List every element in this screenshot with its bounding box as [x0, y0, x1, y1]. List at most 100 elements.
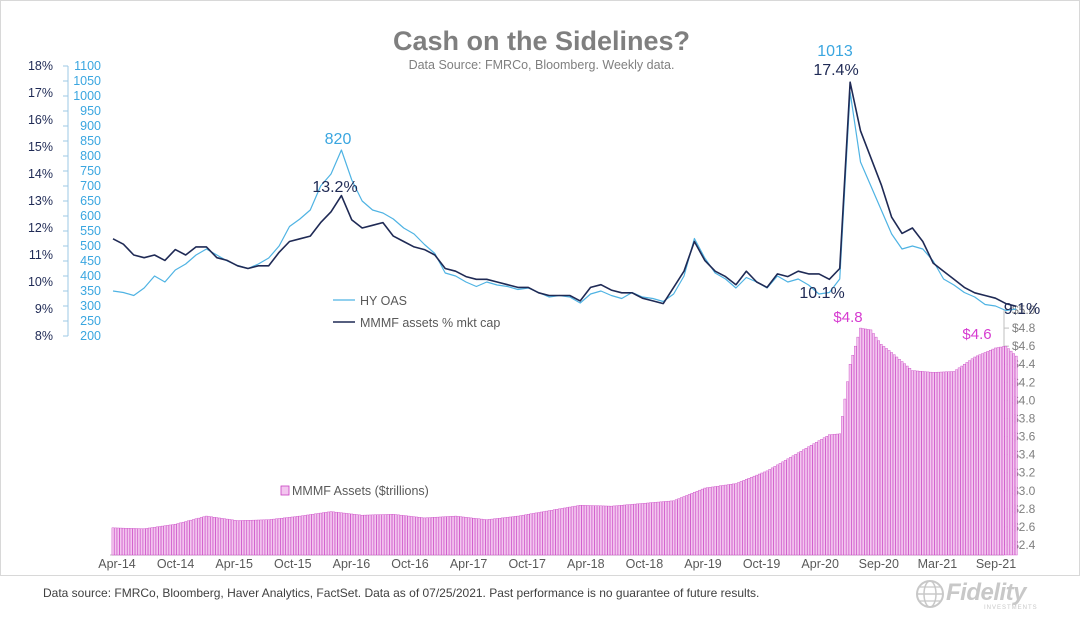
bar-mmmf-assets	[625, 504, 629, 556]
bar-mmmf-assets	[127, 528, 130, 556]
y-tick-bps: 350	[80, 284, 101, 298]
bar-mmmf-assets	[981, 353, 984, 556]
y-tick-pct: 13%	[28, 194, 53, 208]
bar-mmmf-assets	[212, 517, 216, 556]
bar-mmmf-assets	[913, 370, 917, 556]
bar-mmmf-assets	[394, 514, 398, 556]
bar-mmmf-assets	[355, 514, 359, 556]
bar-mmmf-assets	[615, 505, 618, 556]
bar-mmmf-assets	[532, 513, 535, 556]
bar-mmmf-assets	[576, 505, 579, 556]
bar-mmmf-assets	[965, 362, 969, 556]
bar-mmmf-assets	[589, 505, 592, 556]
bar-mmmf-assets	[737, 482, 740, 556]
y-tick-pct: 15%	[28, 140, 53, 154]
bar-mmmf-assets	[607, 505, 611, 556]
bar-mmmf-assets	[420, 517, 424, 556]
chart-title: Cash on the Sidelines?	[392, 26, 691, 56]
bar-mmmf-assets	[161, 525, 164, 556]
bar-mmmf-assets	[529, 513, 533, 556]
bar-mmmf-assets	[604, 505, 608, 556]
bar-mmmf-assets	[581, 505, 585, 556]
bar-mmmf-assets	[1001, 346, 1005, 556]
bar-mmmf-assets	[654, 502, 657, 556]
bar-mmmf-assets	[526, 514, 530, 556]
bar-mmmf-assets	[358, 514, 361, 556]
bar-mmmf-assets	[571, 506, 574, 556]
bar-mmmf-assets	[353, 514, 356, 556]
bar-mmmf-assets	[306, 514, 309, 556]
bar-mmmf-assets	[552, 509, 556, 556]
y-tick-bps: 300	[80, 299, 101, 313]
bar-mmmf-assets	[770, 467, 774, 556]
callout-4-8: $4.8	[833, 309, 862, 326]
bar-mmmf-assets	[983, 352, 987, 556]
callout-13-2: 13.2%	[312, 179, 357, 196]
bar-mmmf-assets	[864, 328, 867, 556]
bar-mmmf-assets	[148, 527, 151, 556]
bar-mmmf-assets	[742, 480, 746, 556]
bar-mmmf-assets	[602, 505, 605, 556]
bar-mmmf-assets	[745, 479, 748, 556]
bar-mmmf-assets	[659, 501, 662, 556]
y-tick-right: $4.8	[1012, 321, 1036, 335]
bar-mmmf-assets	[677, 498, 681, 556]
bar-mmmf-assets	[246, 520, 250, 556]
y-tick-bps: 850	[80, 134, 101, 148]
logo-wordmark: Fidelity	[946, 579, 1027, 606]
bar-mmmf-assets	[347, 513, 351, 556]
bar-mmmf-assets	[547, 510, 551, 556]
bar-mmmf-assets	[277, 518, 281, 556]
bar-mmmf-assets	[392, 514, 395, 556]
bar-mmmf-assets	[872, 333, 875, 556]
y-tick-right: $2.8	[1012, 502, 1036, 516]
bar-mmmf-assets	[231, 519, 234, 556]
bar-mmmf-assets	[978, 354, 982, 556]
bar-mmmf-assets	[711, 486, 714, 556]
bar-mmmf-assets	[202, 516, 206, 556]
bar-mmmf-assets	[789, 457, 792, 556]
callout-4-6: $4.6	[962, 326, 991, 343]
bar-mmmf-assets	[628, 504, 631, 556]
bar-mmmf-assets	[472, 517, 476, 556]
bar-mmmf-assets	[321, 512, 325, 556]
bar-mmmf-assets	[905, 365, 909, 556]
bar-mmmf-assets	[451, 516, 455, 556]
bar-mmmf-assets	[301, 515, 304, 556]
bar-mmmf-assets	[319, 512, 322, 556]
bar-mmmf-assets	[973, 356, 977, 556]
bar-mmmf-assets	[633, 503, 636, 556]
bar-mmmf-assets	[638, 503, 642, 556]
bar-mmmf-assets	[270, 519, 273, 556]
y-tick-pct: 11%	[29, 248, 53, 262]
bar-mmmf-assets	[690, 493, 694, 556]
bar-mmmf-assets	[970, 358, 974, 556]
legend-label-mmmf-assets: MMMF Assets ($trillions)	[292, 484, 429, 498]
bar-mmmf-assets	[210, 516, 213, 556]
bar-mmmf-assets	[116, 527, 120, 556]
x-tick-label: Apr-14	[98, 557, 136, 571]
bar-mmmf-assets	[417, 517, 421, 556]
bar-mmmf-assets	[991, 348, 995, 556]
bar-mmmf-assets	[586, 505, 590, 556]
bar-mmmf-assets	[542, 511, 546, 556]
legend-label-mmmf-pct: MMMF assets % mkt cap	[360, 316, 500, 330]
bar-mmmf-assets	[651, 502, 655, 556]
bar-mmmf-assets	[698, 489, 701, 556]
bar-mmmf-assets	[739, 481, 743, 556]
bar-mmmf-assets	[251, 519, 255, 556]
bar-mmmf-assets	[734, 483, 738, 556]
bar-mmmf-assets	[467, 517, 470, 556]
bar-mmmf-assets	[399, 514, 403, 556]
bar-mmmf-assets	[960, 365, 964, 556]
bar-mmmf-assets	[363, 514, 367, 556]
bar-mmmf-assets	[280, 517, 284, 556]
bar-mmmf-assets	[303, 515, 307, 556]
bar-mmmf-assets	[623, 504, 626, 556]
bar-mmmf-assets	[895, 356, 899, 556]
y-tick-right: $2.4	[1012, 538, 1036, 552]
bar-mmmf-assets	[594, 505, 598, 556]
y-tick-pct: 12%	[28, 221, 53, 235]
bar-mmmf-assets	[903, 363, 906, 556]
bar-mmmf-assets	[225, 518, 229, 556]
